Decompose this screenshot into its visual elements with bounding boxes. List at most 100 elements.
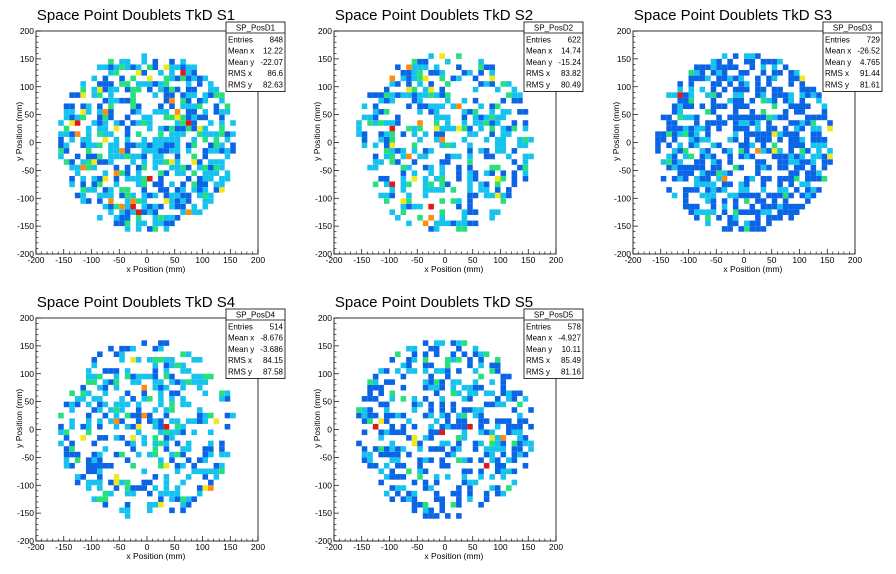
heatmap-cell	[483, 170, 490, 176]
heatmap-cell	[191, 103, 197, 110]
heatmap-cell	[699, 86, 706, 93]
heatmap-cell	[721, 70, 728, 76]
heatmap-cell	[483, 181, 490, 188]
stats-label: RMS y	[228, 81, 252, 90]
heatmap-cell	[511, 86, 518, 93]
heatmap-cell	[141, 142, 147, 149]
heatmap-cell	[406, 345, 412, 352]
heatmap-cell	[102, 114, 109, 121]
heatmap-cell	[108, 462, 114, 469]
heatmap-cell	[356, 125, 362, 132]
heatmap-cell	[389, 92, 396, 98]
heatmap-cell	[494, 368, 501, 374]
heatmap-cell	[816, 131, 822, 137]
heatmap-cell	[721, 209, 728, 215]
heatmap-cell	[522, 159, 529, 165]
heatmap-cell	[411, 64, 418, 71]
heatmap-cell	[755, 120, 761, 126]
heatmap-cell	[202, 468, 209, 475]
heatmap-cell	[793, 203, 800, 210]
heatmap-cell	[389, 440, 396, 447]
x-axis-label: x Position (mm)	[126, 264, 185, 274]
x-tick-label: -50	[411, 255, 424, 265]
heatmap-cell	[428, 513, 434, 519]
heatmap-cell	[174, 198, 181, 204]
heatmap-cell	[185, 474, 192, 480]
heatmap-cell	[383, 97, 390, 104]
heatmap-cell	[445, 97, 451, 104]
heatmap-cell	[788, 142, 794, 149]
heatmap-cell	[760, 58, 767, 65]
heatmap-cell	[63, 435, 70, 441]
heatmap-cell	[799, 164, 806, 171]
heatmap-cell	[74, 479, 81, 486]
heatmap-cell	[147, 412, 153, 419]
heatmap-cell	[406, 435, 412, 441]
stats-label: Mean x	[228, 47, 254, 56]
heatmap-cell	[163, 462, 170, 469]
heatmap-cell	[478, 181, 484, 188]
heatmap-cell	[180, 501, 186, 508]
heatmap-cell	[202, 153, 209, 160]
stats-value: -4.927	[558, 334, 581, 343]
heatmap-cell	[406, 496, 412, 502]
heatmap-cell	[202, 451, 209, 458]
heatmap-cell	[428, 384, 434, 391]
heatmap-cell	[688, 187, 695, 193]
heatmap-cell	[805, 148, 811, 154]
heatmap-cell	[169, 58, 175, 65]
heatmap-cell	[705, 125, 711, 132]
heatmap-cell	[163, 214, 170, 221]
heatmap-cell	[411, 423, 418, 430]
heatmap-cell	[196, 418, 203, 424]
heatmap-cell	[406, 125, 412, 132]
heatmap-cell	[439, 496, 445, 502]
heatmap-cell	[771, 198, 778, 204]
heatmap-cell	[372, 462, 379, 469]
heatmap-cell	[389, 429, 396, 436]
heatmap-cell	[699, 192, 706, 199]
heatmap-cell	[461, 429, 468, 436]
heatmap-cell	[777, 114, 783, 121]
heatmap-cell	[169, 75, 175, 82]
heatmap-cell	[827, 148, 833, 154]
heatmap-cell	[694, 125, 700, 132]
heatmap-cell	[130, 379, 136, 385]
heatmap-cell	[744, 153, 750, 160]
heatmap-cell	[766, 203, 772, 210]
heatmap-cell	[213, 148, 220, 154]
heatmap-cell	[506, 396, 512, 402]
heatmap-cell	[383, 136, 390, 143]
heatmap-cell	[517, 142, 523, 149]
x-tick-label: 100	[493, 255, 507, 265]
heatmap-cell	[180, 401, 186, 408]
heatmap-cell	[467, 70, 473, 76]
heatmap-cell	[213, 462, 220, 469]
heatmap-cell	[506, 125, 512, 132]
heatmap-cell	[152, 407, 159, 413]
heatmap-cell	[124, 187, 131, 193]
heatmap-cell	[500, 97, 507, 104]
heatmap-cell	[827, 153, 833, 160]
heatmap-cell	[163, 373, 170, 380]
heatmap-cell	[755, 192, 761, 199]
heatmap-cell	[185, 97, 192, 104]
heatmap-cell	[445, 181, 451, 188]
heatmap-cell	[810, 164, 817, 171]
heatmap-cell	[119, 418, 125, 424]
heatmap-cell	[135, 81, 142, 87]
heatmap-cell	[433, 340, 440, 346]
heatmap-cell	[472, 384, 479, 391]
heatmap-cell	[406, 153, 412, 160]
heatmap-cell	[169, 496, 175, 502]
heatmap-cell	[97, 198, 103, 204]
heatmap-cell	[196, 187, 203, 193]
heatmap-cell	[74, 192, 81, 199]
heatmap-cell	[135, 120, 142, 126]
y-tick-label: 100	[20, 369, 34, 379]
heatmap-cell	[810, 175, 817, 182]
heatmap-cell	[494, 468, 501, 475]
heatmap-cell	[494, 362, 501, 369]
heatmap-cell	[705, 136, 711, 143]
